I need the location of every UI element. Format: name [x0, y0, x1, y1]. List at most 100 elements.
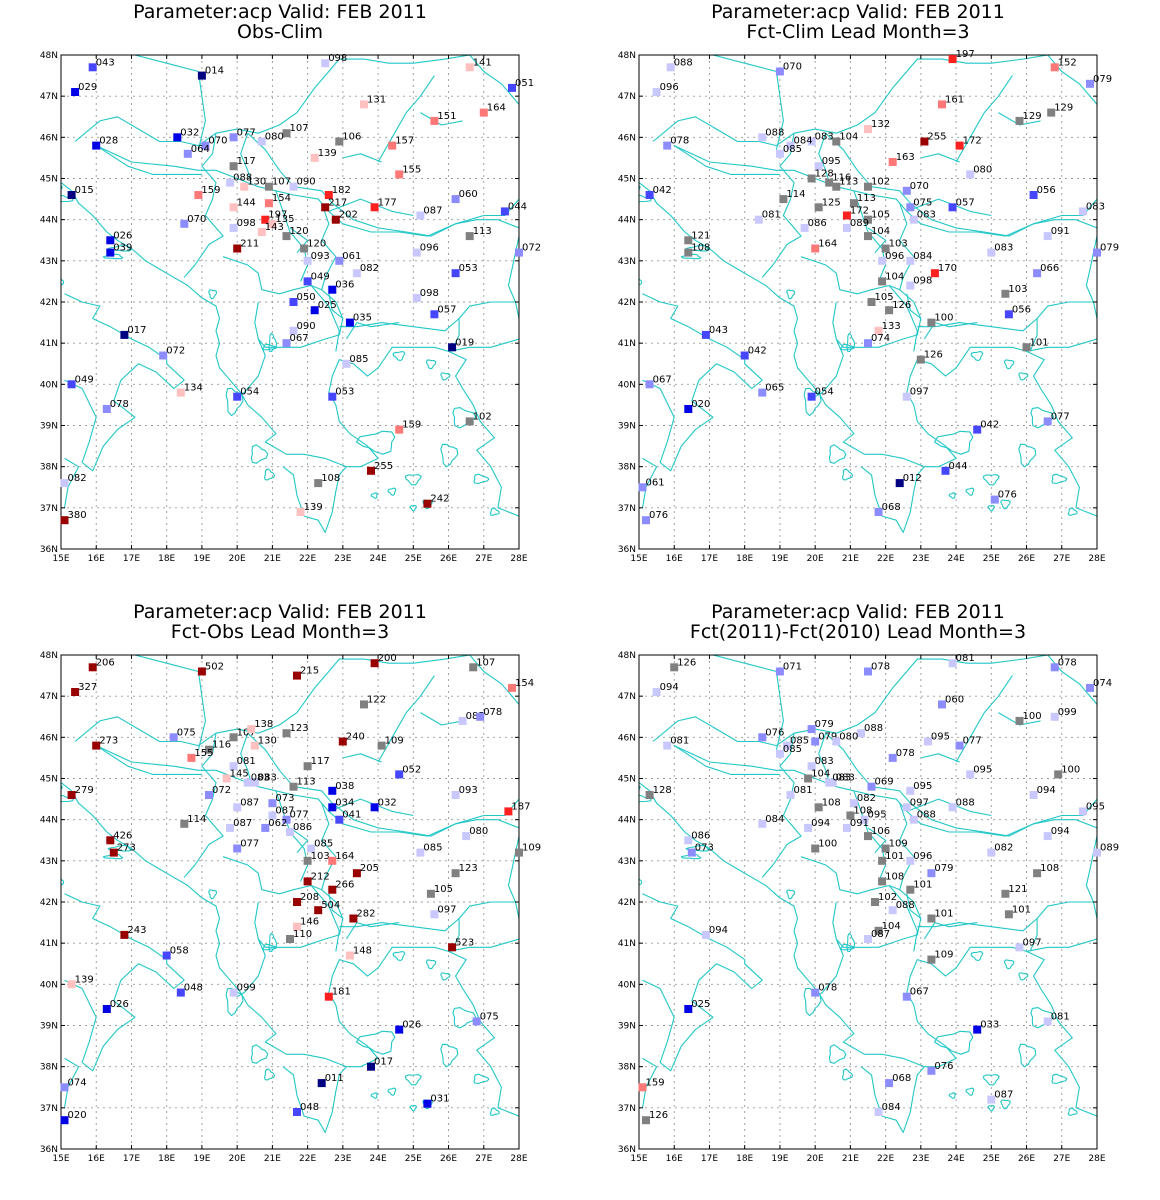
station-value-label: 091 — [850, 818, 869, 829]
station-value-label: 073 — [275, 793, 294, 804]
lon-tick-label: 21E — [842, 554, 859, 564]
island-outline — [387, 487, 397, 496]
station-value-label: 128 — [653, 785, 672, 796]
station-marker — [310, 306, 319, 315]
station-marker — [1001, 289, 1010, 298]
lat-tick-label: 44N — [618, 216, 636, 226]
country-border — [339, 901, 516, 932]
station-marker — [367, 466, 375, 475]
station-value-label: 107 — [272, 177, 291, 188]
station-value-label: 099 — [237, 983, 256, 994]
station-value-label: 081 — [762, 210, 781, 221]
country-border — [867, 227, 887, 253]
island-outline — [370, 492, 378, 499]
map-geography — [61, 55, 519, 534]
station-value-label: 121 — [691, 230, 710, 241]
station-marker — [180, 219, 189, 228]
station-marker — [906, 281, 915, 290]
station-marker — [430, 310, 439, 319]
station-value-label: 094 — [1037, 785, 1056, 796]
station-marker — [1022, 343, 1031, 352]
lon-tick-label: 16E — [666, 1154, 683, 1164]
station-value-label: 056 — [1012, 304, 1031, 315]
station-marker — [303, 256, 312, 265]
station-marker — [987, 1095, 996, 1104]
station-marker — [451, 791, 460, 799]
station-marker — [906, 885, 915, 894]
station-value-label: 081 — [237, 756, 256, 767]
station-marker — [451, 869, 460, 878]
lon-tick-label: 27E — [475, 1154, 492, 1164]
station-value-label: 146 — [300, 917, 319, 928]
island-outline — [1003, 359, 1015, 370]
station-value-label: 141 — [473, 57, 492, 68]
station-marker — [314, 479, 323, 488]
station-marker — [451, 195, 460, 204]
station-marker — [864, 667, 872, 676]
country-border — [673, 145, 780, 175]
station-marker — [60, 479, 69, 488]
lon-tick-label: 16E — [88, 1154, 105, 1164]
station-value-label: 144 — [237, 197, 256, 208]
island-outline — [1018, 443, 1037, 468]
coastline — [642, 293, 746, 361]
station-marker — [430, 910, 439, 919]
station-value-label: 121 — [1008, 884, 1027, 895]
lat-tick-label: 37N — [40, 1104, 58, 1114]
country-border — [247, 132, 519, 237]
station-value-label: 159 — [402, 420, 421, 431]
lon-tick-label: 17E — [123, 1154, 140, 1164]
station-value-label: 073 — [695, 843, 714, 854]
station-value-label: 151 — [437, 111, 456, 122]
station-marker — [293, 922, 301, 931]
lat-tick-label: 43N — [40, 257, 58, 267]
station-value-label: 020 — [691, 399, 710, 410]
station-value-label: 032 — [378, 797, 397, 808]
station-marker — [1033, 869, 1042, 878]
station-value-label: 080 — [469, 826, 488, 837]
station-value-label: 105 — [871, 210, 890, 221]
country-border — [420, 112, 463, 126]
island-outline — [786, 289, 795, 300]
station-marker — [102, 1005, 111, 1013]
station-value-label: 109 — [889, 839, 908, 850]
station-marker — [187, 753, 196, 762]
island-outline — [970, 351, 984, 362]
station-marker — [324, 191, 333, 199]
station-value-label: 101 — [885, 851, 904, 862]
river — [818, 733, 830, 783]
station-marker — [303, 877, 312, 886]
lat-tick-label: 37N — [618, 1104, 636, 1114]
station-value-label: 096 — [660, 82, 679, 93]
station-marker — [874, 1108, 883, 1116]
station-marker — [1054, 770, 1063, 779]
station-value-label: 068 — [892, 1073, 911, 1084]
island-outline — [440, 972, 451, 981]
island-outline — [355, 1030, 396, 1055]
station-marker — [67, 191, 76, 199]
station-value-label: 081 — [794, 785, 813, 796]
graticule — [639, 55, 1097, 549]
island-outline — [489, 507, 500, 516]
lon-tick-label: 20E — [807, 1154, 824, 1164]
island-outline — [1000, 499, 1011, 510]
station-marker — [508, 83, 516, 92]
station-marker — [92, 741, 101, 750]
station-marker — [282, 129, 291, 138]
station-marker — [240, 182, 249, 191]
station-value-label: 104 — [871, 226, 890, 237]
station-marker — [289, 298, 298, 306]
coastline — [448, 338, 519, 352]
station-marker — [321, 59, 330, 68]
island-outline — [404, 1074, 422, 1086]
station-marker — [973, 425, 982, 434]
river — [673, 145, 1097, 237]
lon-tick-label: 15E — [52, 1154, 69, 1164]
station-marker — [286, 828, 294, 836]
station-value-label: 071 — [783, 662, 802, 673]
river — [888, 285, 918, 352]
island-outline — [933, 430, 974, 455]
lat-tick-label: 40N — [618, 980, 636, 990]
station-marker — [328, 856, 337, 865]
station-marker — [180, 819, 189, 828]
